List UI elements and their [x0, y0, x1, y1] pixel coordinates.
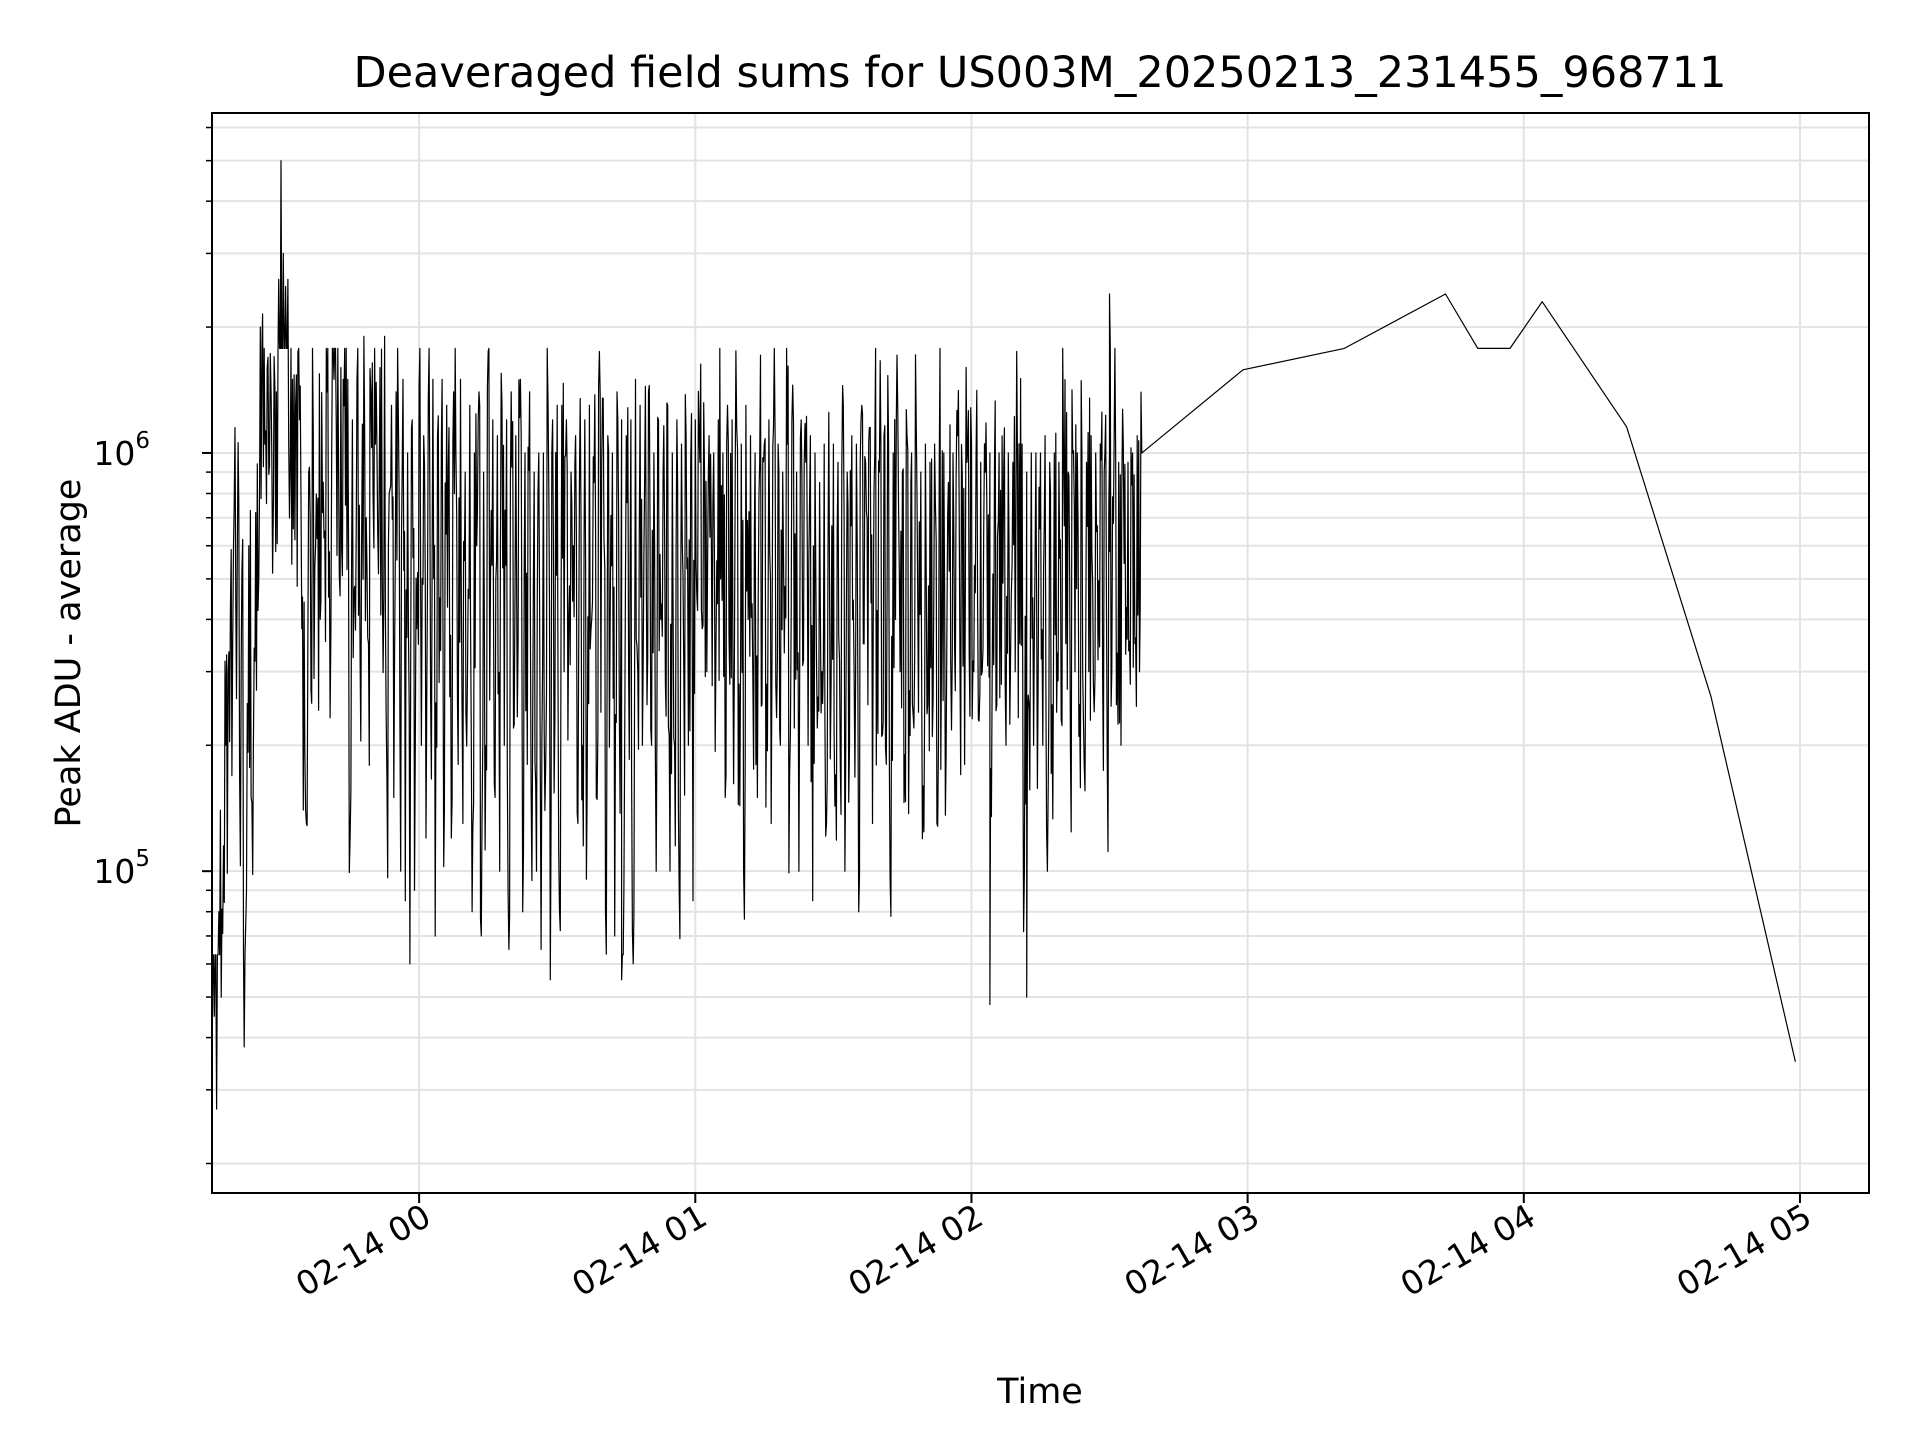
plot-area — [211, 160, 1796, 1110]
series-line — [211, 160, 1796, 1110]
x-axis-label: Time — [996, 1372, 1083, 1412]
plot-frame — [211, 112, 1870, 1194]
chart-title: Deaveraged field sums for US003M_2025021… — [353, 48, 1726, 98]
y-tick-exponent: 5 — [135, 846, 150, 872]
y-tick-exponent: 6 — [135, 428, 150, 454]
y-axis-label: Peak ADU - average — [49, 479, 89, 828]
